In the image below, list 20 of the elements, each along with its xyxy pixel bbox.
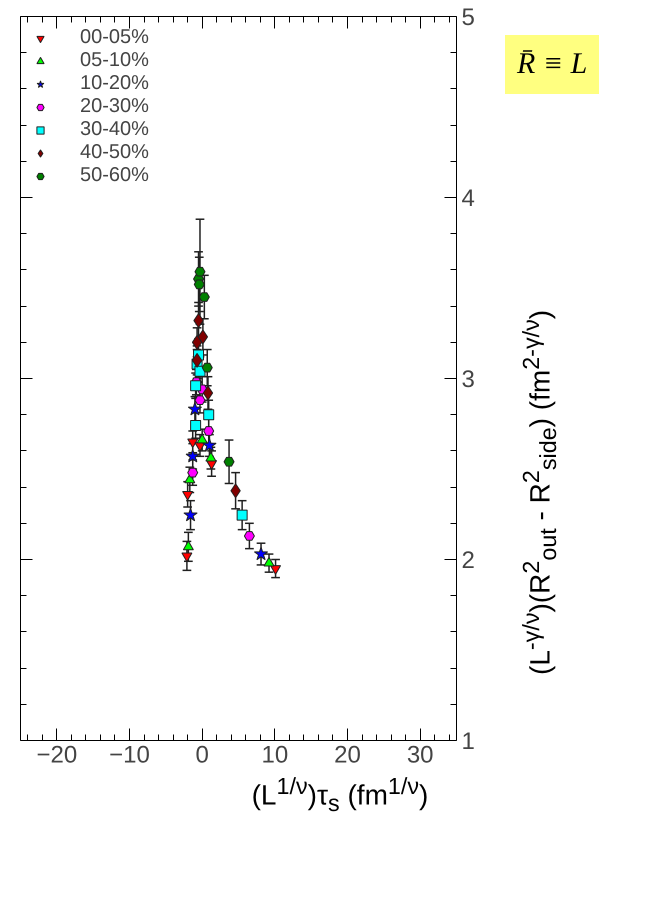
x-tick-label: −10 [109,742,150,768]
x-tick-label: −20 [36,742,78,768]
legend-label: 20-30% [80,95,149,118]
y-tick-label: 5 [462,4,475,31]
x-tick-label: 10 [261,742,288,768]
x-tick-label: 20 [334,742,361,768]
y-tick-label: 4 [462,185,475,212]
legend-label: 10-20% [80,72,149,95]
x-tick-label: 30 [406,742,434,768]
legend-label: 50-60% [80,164,149,187]
text: R̄ ≡ L [505,35,600,94]
y-tick-label: 3 [462,366,475,393]
x-axis-title: (L$^{1/ν}$)τ$_{s}$ (fm$^{1/ν}$) [252,772,428,818]
legend-label: 40-50% [80,141,149,164]
x-tick-label: 0 [195,742,209,768]
legend-label: 00-05% [80,26,149,49]
y-tick-label: 1 [462,728,475,755]
legend-label: 30-40% [80,118,149,141]
y-tick-label: 2 [462,547,475,574]
legend-label: 05-10% [80,49,149,72]
